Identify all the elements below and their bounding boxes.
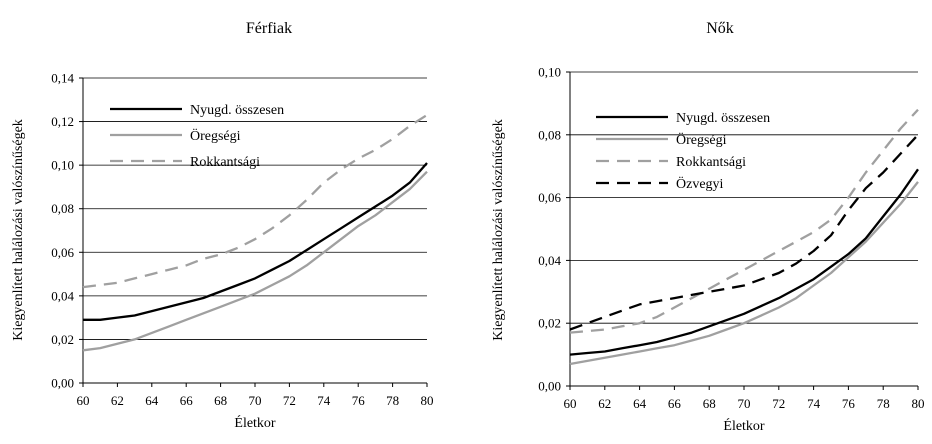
chart0-ytick-label: 0,00 (51, 376, 74, 391)
chart0-xtick-label: 70 (249, 393, 262, 408)
chart0-xtick-label: 78 (386, 393, 399, 408)
chart1-xtick-label: 74 (807, 396, 821, 411)
chart1-ytick-label: 0,04 (538, 253, 561, 268)
chart1-xtick-label: 60 (564, 396, 577, 411)
chart0-legend-label-0: Nyugd. összesen (190, 103, 284, 118)
chart0-xtick-label: 62 (111, 393, 124, 408)
chart1-xtick-label: 76 (842, 396, 856, 411)
chart1-xtick-label: 64 (633, 396, 647, 411)
chart1-title: Nők (706, 20, 734, 37)
chart1-x-axis-label: Életkor (723, 417, 765, 434)
chart0-legend-label-2: Rokkantsági (190, 155, 260, 170)
chart1-xtick-label: 68 (703, 396, 716, 411)
chart0-x-axis-label: Életkor (234, 414, 276, 431)
chart1-ytick-label: 0,10 (538, 65, 561, 80)
chart1-xtick-label: 80 (912, 396, 925, 411)
chart0-xtick-label: 64 (145, 393, 159, 408)
chart0-ytick-label: 0,14 (51, 71, 74, 86)
chart0-ytick-label: 0,04 (51, 288, 74, 303)
chart1-legend-label-2: Rokkantsági (676, 155, 746, 170)
chart0-series-line-1 (82, 170, 428, 352)
chart0-ytick-label: 0,02 (51, 332, 74, 347)
chart0-series-line-0 (83, 162, 428, 321)
chart0-xtick-label: 80 (421, 393, 434, 408)
chart0-xtick-label: 74 (317, 393, 331, 408)
chart0-xtick-label: 72 (283, 393, 296, 408)
chart0-xtick-label: 76 (352, 393, 366, 408)
chart0-xtick-label: 66 (180, 393, 194, 408)
chart0-legend-label-1: Öregségi (190, 127, 241, 144)
chart1-legend-label-0: Nyugd. összesen (676, 111, 770, 126)
chart1-y-axis-label: Kiegyenlített halálozási valószínűségek (491, 119, 506, 341)
chart1-xtick-label: 62 (598, 396, 611, 411)
chart0-title: Férfiak (246, 20, 292, 37)
chart1-series-line-2 (569, 108, 919, 334)
chart1-ytick-label: 0,02 (538, 316, 561, 331)
chart1-series-line-0 (569, 168, 919, 356)
chart0-ytick-label: 0,06 (51, 245, 74, 260)
chart0-ytick-label: 0,12 (51, 114, 74, 129)
chart0-xtick-label: 68 (214, 393, 227, 408)
chart1-xtick-label: 70 (738, 396, 751, 411)
chart0-xtick-label: 60 (77, 393, 90, 408)
chart1-legend-label-1: Öregségi (676, 131, 727, 148)
chart0-ytick-label: 0,08 (51, 201, 74, 216)
chart1-ytick-label: 0,00 (538, 379, 561, 394)
chart1-xtick-label: 72 (772, 396, 785, 411)
chart1-ytick-label: 0,06 (538, 190, 561, 205)
chart0-ytick-label: 0,10 (51, 158, 74, 173)
chart0-y-axis-label: Kiegyenlített halálozási valószínűségek (11, 119, 26, 341)
chart1-series-line-3 (569, 134, 919, 331)
chart1-xtick-label: 66 (668, 396, 682, 411)
chart1-series-line-1 (569, 181, 919, 366)
chart0-series-line-2 (82, 114, 428, 289)
chart1-ytick-label: 0,08 (538, 127, 561, 142)
chart1-legend-label-3: Özvegyi (676, 175, 724, 192)
chart1-xtick-label: 78 (877, 396, 890, 411)
